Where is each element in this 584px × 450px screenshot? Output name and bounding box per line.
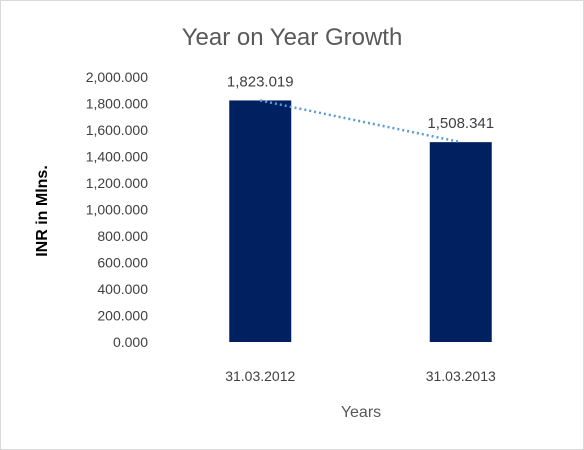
- y-tick-label: 400.000: [97, 281, 148, 297]
- y-tick-label: 800.000: [97, 228, 148, 244]
- y-tick-label: 0.000: [113, 334, 148, 350]
- y-tick-label: 1,200.000: [86, 175, 148, 191]
- data-label: 1,508.341: [427, 115, 494, 132]
- y-tick-label: 1,800.000: [86, 96, 148, 112]
- y-tick-label: 200.000: [97, 308, 148, 324]
- bar: [229, 100, 292, 342]
- data-labels: 1,823.019 1,508.341: [227, 73, 494, 132]
- bar-series: [229, 100, 492, 342]
- chart-title: Year on Year Growth: [182, 24, 403, 51]
- y-tick-label: 1,400.000: [86, 149, 148, 165]
- trendline-group: [259, 99, 462, 144]
- bar: [429, 142, 492, 342]
- x-tick-label: 31.03.2013: [426, 368, 496, 384]
- trendline: [259, 99, 462, 144]
- y-tick-label: 1,600.000: [86, 122, 148, 138]
- y-axis-ticks: 0.000 200.000 400.000 600.000 800.000 1,000.0…: [86, 69, 149, 350]
- x-axis-ticks: 31.03.2012 31.03.2013: [225, 368, 496, 384]
- y-tick-label: 1,000.000: [86, 202, 148, 218]
- y-tick-label: 2,000.000: [86, 69, 148, 85]
- x-axis-title: Years: [341, 404, 381, 421]
- y-tick-label: 600.000: [97, 255, 148, 271]
- y-axis-title: INR in Mlns.: [34, 165, 51, 257]
- x-tick-label: 31.03.2012: [225, 368, 295, 384]
- data-label: 1,823.019: [227, 73, 294, 90]
